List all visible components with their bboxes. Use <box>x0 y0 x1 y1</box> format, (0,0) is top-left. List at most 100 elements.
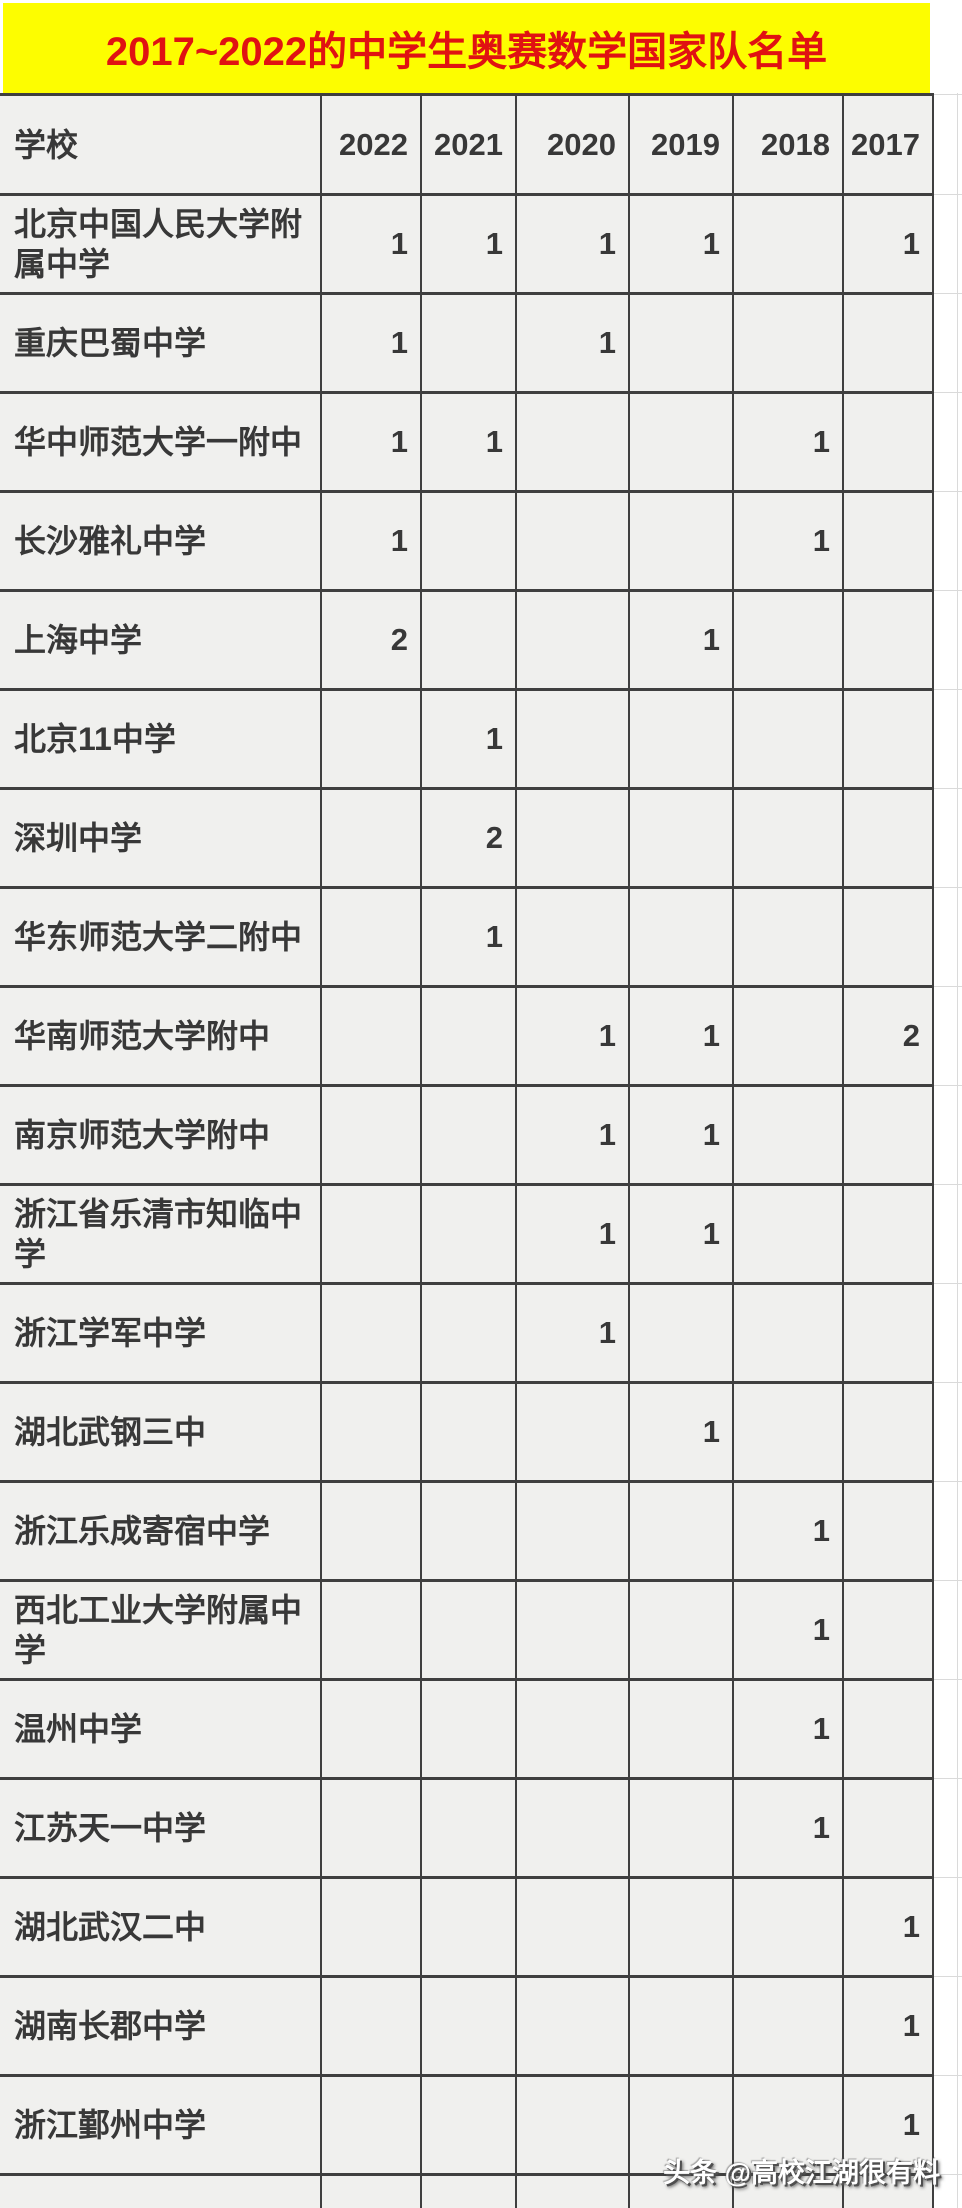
count-cell <box>320 2074 422 2176</box>
school-name-cell: 南京师范大学附中 <box>0 1084 322 1186</box>
count-cell <box>320 1876 422 1978</box>
count-cell <box>842 589 934 691</box>
count-cell <box>420 589 517 691</box>
count-cell <box>732 589 844 691</box>
count-cell <box>628 490 734 592</box>
column-header-2020: 2020 <box>515 93 630 196</box>
school-name-cell: 浙江鄞州中学 <box>0 2074 322 2176</box>
column-header-2022: 2022 <box>320 93 422 196</box>
school-name-cell: 湖北武钢三中 <box>0 1381 322 1483</box>
count-cell <box>320 1282 422 1384</box>
count-cell <box>842 1183 934 1285</box>
count-cell <box>842 787 934 889</box>
school-name-cell: 上海中学 <box>0 589 322 691</box>
count-cell <box>320 1480 422 1582</box>
count-cell: 1 <box>420 688 517 790</box>
count-cell <box>515 1876 630 1978</box>
count-cell <box>515 391 630 493</box>
count-cell <box>628 787 734 889</box>
empty-cell <box>628 2173 734 2208</box>
count-cell: 2 <box>420 787 517 889</box>
count-cell <box>320 1084 422 1186</box>
table-row: 华东师范大学二附中 1 <box>0 886 962 988</box>
school-name-cell: 重庆巴蜀中学 <box>0 292 322 394</box>
count-cell: 1 <box>515 193 630 295</box>
school-name-cell: 浙江学军中学 <box>0 1282 322 1384</box>
count-cell: 1 <box>628 1084 734 1186</box>
school-name-cell: 浙江省乐清市知临中学 <box>0 1183 322 1285</box>
count-cell <box>732 1183 844 1285</box>
olympiad-table: 学校 2022 2021 2020 2019 2018 2017 北京中国人民大… <box>0 93 962 2208</box>
empty-cell <box>842 2173 934 2208</box>
count-cell <box>628 1480 734 1582</box>
count-cell: 1 <box>420 391 517 493</box>
count-cell: 1 <box>732 391 844 493</box>
table-row: 浙江乐成寄宿中学 1 <box>0 1480 962 1582</box>
count-cell <box>420 292 517 394</box>
count-cell: 1 <box>842 193 934 295</box>
count-cell <box>732 1975 844 2077</box>
count-cell <box>320 1975 422 2077</box>
count-cell <box>732 292 844 394</box>
empty-cell <box>515 2173 630 2208</box>
table-row: 温州中学 1 <box>0 1678 962 1780</box>
school-name-cell: 浙江乐成寄宿中学 <box>0 1480 322 1582</box>
column-header-2021: 2021 <box>420 93 517 196</box>
count-cell <box>842 1777 934 1879</box>
count-cell <box>732 688 844 790</box>
count-cell <box>842 1381 934 1483</box>
count-cell: 1 <box>732 490 844 592</box>
school-name-cell: 华东师范大学二附中 <box>0 886 322 988</box>
count-cell: 1 <box>320 193 422 295</box>
empty-cell <box>0 2173 322 2208</box>
count-cell: 1 <box>628 1381 734 1483</box>
count-cell <box>320 1183 422 1285</box>
count-cell: 2 <box>320 589 422 691</box>
count-cell: 1 <box>842 1876 934 1978</box>
count-cell: 1 <box>842 2074 934 2176</box>
count-cell <box>420 2074 517 2176</box>
count-cell: 1 <box>515 1183 630 1285</box>
count-cell: 1 <box>842 1975 934 2077</box>
header-row: 学校 2022 2021 2020 2019 2018 2017 <box>0 93 962 196</box>
right-edge-gridline <box>957 93 958 2208</box>
count-cell <box>515 688 630 790</box>
count-cell: 1 <box>320 292 422 394</box>
count-cell <box>732 886 844 988</box>
school-name-cell: 北京中国人民大学附属中学 <box>0 193 322 295</box>
count-cell <box>320 1777 422 1879</box>
count-cell <box>515 1480 630 1582</box>
count-cell <box>420 1381 517 1483</box>
count-cell <box>420 1777 517 1879</box>
count-cell <box>420 1975 517 2077</box>
count-cell <box>842 1282 934 1384</box>
table-row: 深圳中学 2 <box>0 787 962 889</box>
count-cell <box>842 688 934 790</box>
school-name-cell: 温州中学 <box>0 1678 322 1780</box>
table-row: 浙江学军中学 1 <box>0 1282 962 1384</box>
count-cell <box>628 886 734 988</box>
count-cell: 1 <box>320 490 422 592</box>
table-row: 湖北武汉二中 1 <box>0 1876 962 1978</box>
page-title: 2017~2022的中学生奥赛数学国家队名单 <box>105 30 828 74</box>
count-cell <box>515 1381 630 1483</box>
count-cell <box>515 2074 630 2176</box>
school-name-cell: 华中师范大学一附中 <box>0 391 322 493</box>
count-cell <box>842 490 934 592</box>
count-cell: 1 <box>515 1084 630 1186</box>
count-cell <box>320 1579 422 1681</box>
count-cell <box>420 1876 517 1978</box>
count-cell <box>628 292 734 394</box>
empty-cell <box>732 2173 844 2208</box>
count-cell <box>842 1579 934 1681</box>
count-cell <box>842 1678 934 1780</box>
count-cell <box>842 1084 934 1186</box>
school-name-cell: 湖北武汉二中 <box>0 1876 322 1978</box>
count-cell: 1 <box>732 1480 844 1582</box>
table-row: 南京师范大学附中 1 1 <box>0 1084 962 1186</box>
count-cell <box>628 391 734 493</box>
count-cell <box>842 1480 934 1582</box>
count-cell <box>842 391 934 493</box>
table-row: 长沙雅礼中学 1 1 <box>0 490 962 592</box>
count-cell <box>628 1975 734 2077</box>
